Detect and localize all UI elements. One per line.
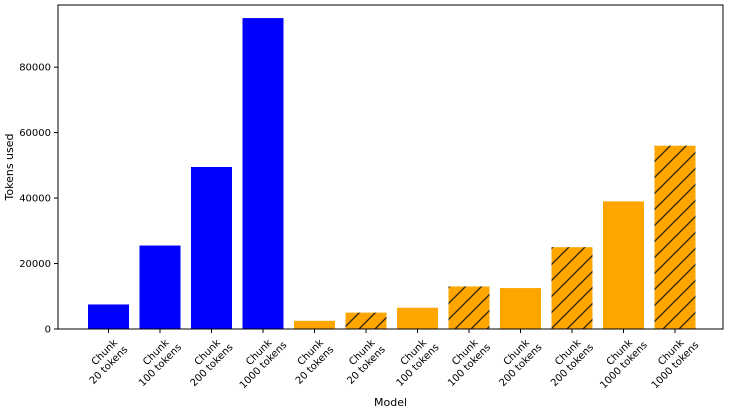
bar-hatch-8 — [448, 286, 490, 329]
y-tick-label: 60000 — [19, 128, 51, 139]
bar-4 — [242, 18, 284, 329]
bar-hatch-6 — [345, 312, 387, 329]
y-tick-label: 40000 — [19, 194, 51, 205]
y-axis-label: Tokens used — [3, 134, 16, 202]
bar-3 — [191, 167, 232, 329]
y-tick-label: 80000 — [19, 63, 51, 74]
bar-hatch-10 — [551, 247, 593, 329]
y-tick-label: 20000 — [19, 259, 51, 270]
bars-group — [88, 18, 696, 329]
bar-11 — [603, 201, 644, 329]
y-axis-ticks: 0 20000 40000 60000 80000 — [19, 63, 58, 336]
y-tick-label: 0 — [45, 325, 51, 336]
x-axis-label: Model — [374, 396, 407, 409]
bar-hatch-12 — [654, 145, 696, 329]
bar-9 — [500, 288, 541, 329]
bar-5 — [294, 320, 335, 329]
bar-1 — [88, 304, 129, 329]
plot-frame — [57, 4, 724, 330]
bar-7 — [397, 307, 438, 329]
bar-2 — [139, 245, 181, 329]
